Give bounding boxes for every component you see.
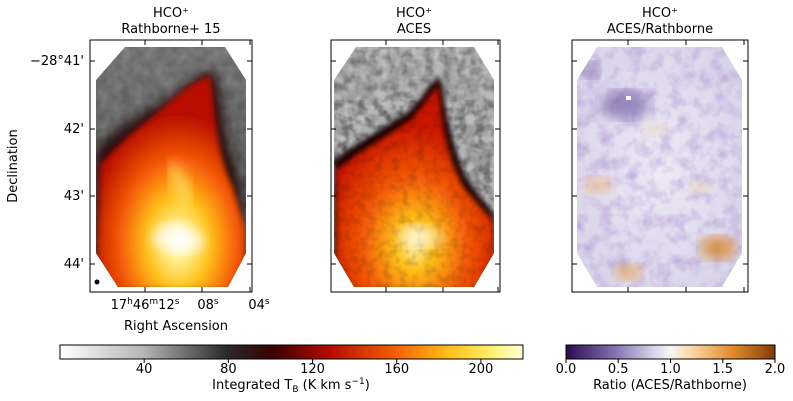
dec-tick-43: 43' [64,189,84,204]
colorbar-intensity-label-exp: −1 [351,377,364,387]
panel-2-title-line2: ACES [397,22,431,37]
ra-tick-08s-s: 08 [197,298,214,313]
beam-marker [94,279,100,285]
dec-tick-42: 42' [64,122,84,137]
panel-1-frame [89,39,253,293]
colorbar-intensity-label-main: Integrated T [212,378,292,393]
colorbar-intensity: 40 80 120 160 200 Integrated TB (K km s−1) [59,344,524,395]
colorbar-intensity-tick-120: 120 [300,362,325,377]
colorbar-ratio-gradient [566,345,775,359]
ra-tick-12s-s: 12 [158,298,175,313]
colorbar-intensity-tick-80: 80 [220,362,237,377]
colorbar-intensity-label-end: ) [365,378,370,393]
colorbar-intensity-tick-160: 160 [384,362,409,377]
panel-aces: HCO⁺ ACES [330,6,501,293]
colorbar-ratio-tick-0.0: 0.0 [556,362,577,377]
ra-tick-12s-h: 17 [111,298,128,313]
colorbar-ratio-label: Ratio (ACES/Rathborne) [593,378,747,393]
colorbar-ratio-tick-2.0: 2.0 [765,362,786,377]
colorbar-ratio-tick-0.5: 0.5 [608,362,629,377]
y-axis-label: Declination [6,129,21,203]
dec-tick-44: 44' [64,257,84,272]
panel-1-image [96,47,246,287]
colorbar-intensity-gradient [60,345,523,359]
colorbar-ratio-tick-1.5: 1.5 [712,362,733,377]
colorbar-intensity-tick-200: 200 [468,362,493,377]
ra-tick-12s-m: 46 [133,298,150,313]
colorbar-ratio-ticks: 0.0 0.5 1.0 1.5 2.0 [556,359,786,377]
ra-tick-12s: 17h46m12s [111,297,180,313]
panel-3-title-line1: HCO⁺ [642,6,678,21]
panel-1-title-line1: HCO⁺ [153,6,189,21]
colorbar-intensity-label-sub: B [292,385,298,395]
panel-2-title-line1: HCO⁺ [396,6,432,21]
colorbar-intensity-frame [59,344,524,360]
panel-3-title-line2: ACES/Rathborne [607,22,713,37]
panel-rathborne: HCO⁺ Rathborne+ 15 [6,6,270,334]
panel-3-frame [571,39,749,293]
colorbar-intensity-tick-40: 40 [136,362,153,377]
colorbar-ratio: 0.0 0.5 1.0 1.5 2.0 Ratio (ACES/Rathborne) [556,344,786,393]
dec-tick-41: −28°41' [30,54,84,69]
ra-tick-04s: 04s [248,297,270,313]
panel-ratio: HCO⁺ ACES/Rathborne [571,6,749,293]
panel-2-image [334,47,494,287]
ra-tick-04s-s: 04 [248,298,265,313]
x-axis-label: Right Ascension [124,319,228,334]
colorbar-intensity-label: Integrated TB (K km s−1) [212,377,370,395]
panel-3-image [577,47,742,287]
colorbar-intensity-ticks: 40 80 120 160 200 [136,359,493,377]
panel-2-frame [330,39,501,293]
ra-tick-08s: 08s [197,297,219,313]
colorbar-ratio-tick-1.0: 1.0 [660,362,681,377]
colorbar-intensity-label-units: (K km s [299,378,352,393]
panel-1-title-line2: Rathborne+ 15 [121,22,220,37]
